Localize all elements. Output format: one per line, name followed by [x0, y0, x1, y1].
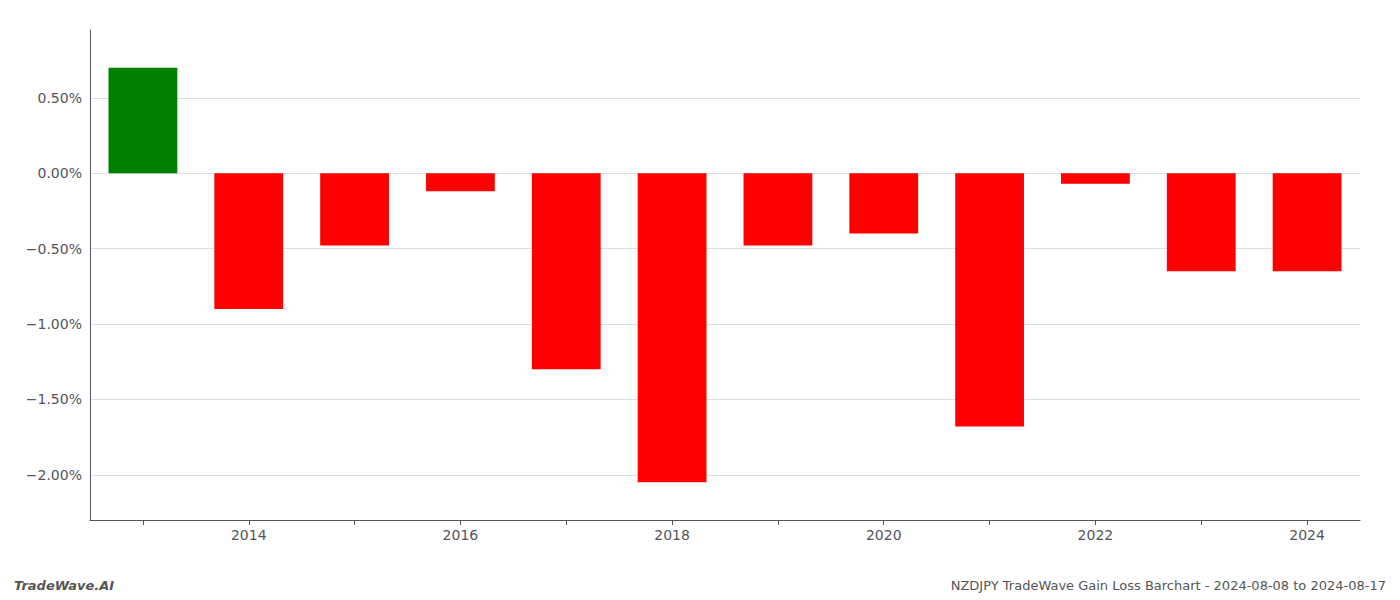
svg-text:NZDJPY TradeWave Gain Loss Bar: NZDJPY TradeWave Gain Loss Barchart - 20… — [951, 578, 1386, 593]
svg-text:2018: 2018 — [654, 527, 690, 543]
svg-text:−1.50%: −1.50% — [26, 391, 82, 407]
svg-text:2022: 2022 — [1078, 527, 1114, 543]
svg-text:2024: 2024 — [1289, 527, 1325, 543]
svg-text:TradeWave.AI: TradeWave.AI — [14, 578, 114, 593]
svg-text:0.00%: 0.00% — [38, 165, 82, 181]
svg-text:−1.00%: −1.00% — [26, 316, 82, 332]
svg-text:−2.00%: −2.00% — [26, 467, 82, 483]
svg-text:0.50%: 0.50% — [38, 90, 82, 106]
svg-text:−0.50%: −0.50% — [26, 241, 82, 257]
svg-text:2020: 2020 — [866, 527, 902, 543]
svg-text:2014: 2014 — [231, 527, 267, 543]
svg-text:2016: 2016 — [443, 527, 479, 543]
